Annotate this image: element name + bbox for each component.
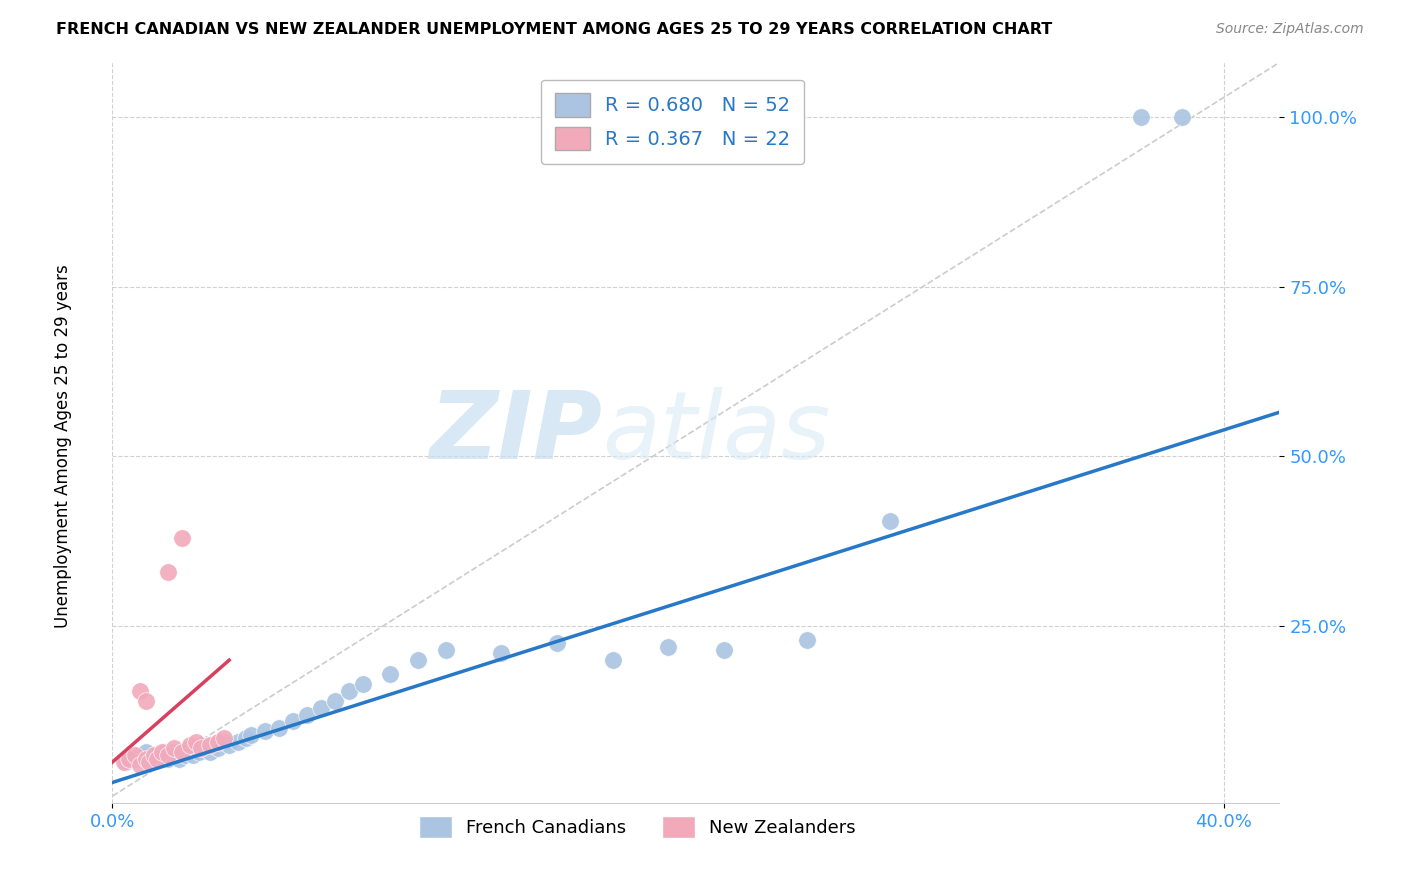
Point [184,734,207,748]
Point [226,734,249,748]
Point [157,748,180,763]
Point [190,738,212,752]
Point [162,741,184,756]
Point [879,514,901,528]
Point [309,700,332,714]
Point [135,752,157,766]
Point [212,731,235,746]
Text: Source: ZipAtlas.com: Source: ZipAtlas.com [1216,22,1364,37]
Point [269,721,291,735]
Point [157,752,180,766]
Point [295,707,318,722]
Text: FRENCH CANADIAN VS NEW ZEALANDER UNEMPLOYMENT AMONG AGES 25 TO 29 YEARS CORRELAT: FRENCH CANADIAN VS NEW ZEALANDER UNEMPLO… [56,22,1053,37]
Point [170,745,193,759]
Point [118,752,141,766]
Point [124,748,146,763]
Point [135,745,157,759]
Point [129,758,152,772]
Point [179,745,201,759]
Point [173,748,195,763]
Point [337,683,360,698]
Point [146,748,169,763]
Point [176,741,198,756]
Point [212,734,235,748]
Point [193,741,215,756]
Point [152,752,174,766]
Point [491,646,513,660]
Point [157,565,180,579]
Point [115,755,138,769]
Point [146,752,169,766]
Point [179,738,201,752]
Point [240,728,263,742]
Point [181,748,204,763]
Point [201,738,224,752]
Legend: French Canadians, New Zealanders: French Canadians, New Zealanders [412,809,863,846]
Point [352,677,374,691]
Point [112,755,135,769]
Point [167,752,190,766]
Point [138,755,160,769]
Point [155,745,177,759]
Point [165,748,187,763]
Point [657,640,679,654]
Point [380,666,402,681]
Point [198,738,221,752]
Point [1171,110,1194,124]
Text: ZIP: ZIP [430,386,603,479]
Point [152,745,174,759]
Point [170,745,193,759]
Point [406,653,429,667]
Point [218,738,240,752]
Point [129,748,152,763]
Point [141,755,163,769]
Text: atlas: atlas [603,387,831,478]
Point [281,714,304,729]
Point [602,653,624,667]
Point [187,745,209,759]
Point [129,683,152,698]
Point [135,694,157,708]
Point [124,752,146,766]
Point [162,745,184,759]
Point [190,741,212,756]
Point [184,741,207,756]
Point [198,745,221,759]
Point [160,748,183,763]
Point [170,531,193,545]
Point [235,731,257,746]
Point [143,752,166,766]
Point [1129,110,1152,124]
Text: Unemployment Among Ages 25 to 29 years: Unemployment Among Ages 25 to 29 years [55,264,72,628]
Point [207,734,229,748]
Point [207,741,229,756]
Point [796,632,818,647]
Point [434,643,457,657]
Point [713,643,735,657]
Point [546,636,568,650]
Point [152,748,174,763]
Point [143,748,166,763]
Point [323,694,346,708]
Point [254,724,277,739]
